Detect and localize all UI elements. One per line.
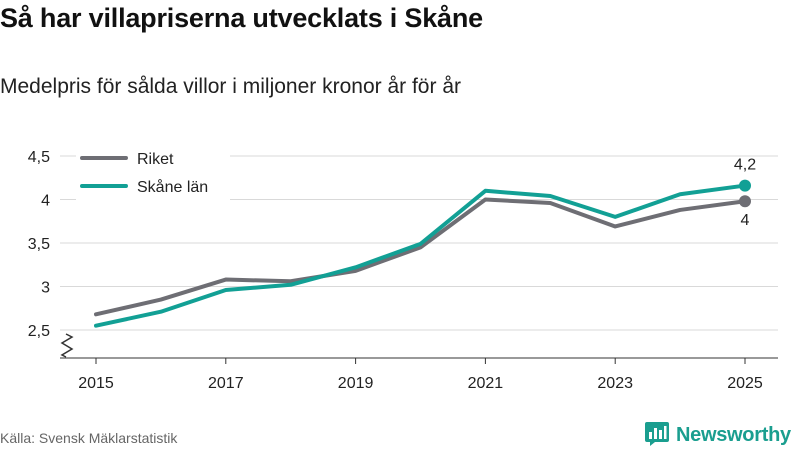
brand-logo[interactable]: Newsworthy bbox=[644, 420, 791, 451]
x-tick-label: 2019 bbox=[338, 375, 374, 392]
x-tick-label: 2025 bbox=[727, 375, 763, 392]
legend-background bbox=[76, 144, 230, 202]
x-tick-label: 2015 bbox=[78, 375, 114, 392]
y-tick-label: 4 bbox=[41, 193, 50, 210]
y-tick-label: 3,5 bbox=[28, 236, 50, 253]
series-line-skane bbox=[94, 183, 747, 328]
x-tick-label: 2023 bbox=[597, 375, 633, 392]
legend: Riket Skåne län bbox=[76, 144, 230, 202]
x-tick-label: 2021 bbox=[468, 375, 504, 392]
legend-label: Riket bbox=[137, 151, 174, 168]
bar-chart-logo-icon bbox=[644, 420, 670, 451]
chart-title: Så har villapriserna utvecklats i Skåne bbox=[0, 3, 483, 33]
y-tick-label: 2,5 bbox=[28, 323, 50, 340]
legend-label: Skåne län bbox=[137, 178, 208, 196]
series-line-riket bbox=[94, 197, 747, 317]
chart-subtitle: Medelpris för sålda villor i miljoner kr… bbox=[0, 75, 461, 98]
y-tick-label: 4,5 bbox=[28, 149, 50, 166]
x-tick-label: 2017 bbox=[208, 375, 244, 392]
end-point-skane bbox=[739, 179, 751, 192]
y-tick-label: 3 bbox=[41, 280, 50, 297]
series-lines: 44,2 bbox=[94, 157, 756, 328]
axis-break-mark bbox=[60, 333, 74, 358]
source-note: Källa: Svensk Mäklarstatistik bbox=[0, 430, 178, 446]
axes: 2,5 3 3,5 4 4,5 2015 2017 2019 2021 2023 2025 bbox=[28, 149, 778, 392]
end-point-riket bbox=[739, 195, 751, 208]
brand-name: Newsworthy bbox=[676, 424, 791, 446]
end-label-riket: 4 bbox=[741, 212, 750, 229]
end-label-skane: 4,2 bbox=[734, 157, 756, 174]
